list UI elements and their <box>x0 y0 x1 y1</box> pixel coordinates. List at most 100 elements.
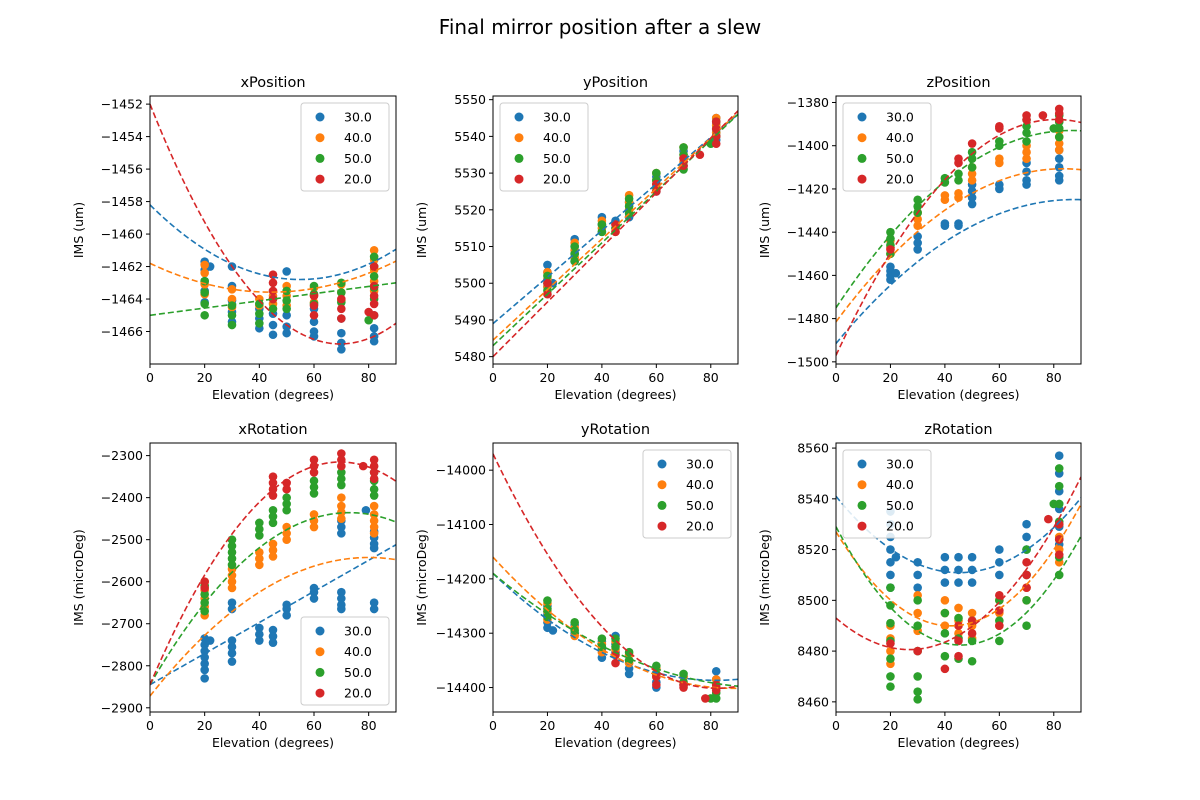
x-axis-label: Elevation (degrees) <box>212 735 334 750</box>
point-30.0-17 <box>268 625 278 635</box>
axes-frame <box>835 442 1082 713</box>
point-40.0-7 <box>940 195 950 205</box>
x-tick-label: 40 <box>251 718 267 733</box>
point-30.0-23 <box>1022 519 1031 529</box>
point-50.0-30 <box>1054 464 1064 473</box>
point-50.0-7 <box>611 634 620 643</box>
point-40.0-2 <box>886 646 895 656</box>
point-30.0-19 <box>967 578 977 587</box>
point-50.0-24 <box>995 636 1004 646</box>
point-40.0-20 <box>309 522 319 532</box>
point-30.0-3 <box>200 653 209 662</box>
legend-marker-50.0 <box>315 667 325 677</box>
legend-label-50.0: 50.0 <box>543 151 571 166</box>
point-40.0-28 <box>369 522 379 532</box>
point-20.0-3 <box>967 139 977 148</box>
legend-label-40.0: 40.0 <box>344 644 372 659</box>
legend-marker-30.0 <box>857 459 867 469</box>
point-30.0-9 <box>940 221 950 230</box>
point-20.0-3 <box>268 294 278 304</box>
point-50.0-9 <box>255 518 264 528</box>
point-30.0-18 <box>967 565 977 575</box>
subplot-title: yRotation <box>581 422 650 438</box>
point-20.0-13 <box>1022 583 1031 592</box>
point-30.0-13 <box>940 578 950 587</box>
subplot-yRotation: yRotation 0 20 40 60 80 −14400 −14300 −14200 −141… <box>414 422 739 750</box>
point-30.0-13 <box>227 604 237 614</box>
legend-label-50.0: 50.0 <box>344 665 372 680</box>
point-30.0-19 <box>282 322 291 331</box>
y-axis-label: IMS (um) <box>71 202 86 258</box>
fit-line-50.0 <box>493 572 738 688</box>
legend-label-50.0: 50.0 <box>886 498 914 513</box>
point-50.0-14 <box>268 518 278 528</box>
point-20.0-15 <box>369 310 379 320</box>
point-30.0-7 <box>891 552 901 562</box>
point-50.0-17 <box>1022 121 1031 131</box>
point-30.0-25 <box>309 594 319 603</box>
y-tick-label: −1462 <box>101 259 143 274</box>
point-20.0-7 <box>967 629 977 638</box>
point-50.0-24 <box>1054 132 1064 142</box>
y-tick-label: 8500 <box>797 593 829 608</box>
legend-marker-40.0 <box>857 133 867 143</box>
y-tick-label: 5530 <box>454 166 486 181</box>
fit-line-40.0 <box>493 111 738 341</box>
legend-label-30.0: 30.0 <box>686 457 714 472</box>
point-50.0-1 <box>886 601 895 610</box>
point-20.0-6 <box>309 310 319 320</box>
point-50.0-6 <box>227 320 237 330</box>
y-tick-label: −14300 <box>436 626 486 641</box>
x-tick-label: 80 <box>1046 718 1062 733</box>
point-40.0-8 <box>227 583 237 593</box>
point-20.0-13 <box>337 461 346 471</box>
fit-line-50.0 <box>150 511 396 686</box>
legend-box <box>842 102 932 192</box>
point-20.0-3 <box>611 227 620 237</box>
legend: 30.0 40.0 50.0 20.0 <box>642 449 732 539</box>
subplot-title: yPosition <box>583 75 648 91</box>
point-30.0-4 <box>548 626 558 635</box>
point-30.0-30 <box>369 323 379 333</box>
y-tick-label: −14200 <box>436 571 486 586</box>
legend-label-20.0: 20.0 <box>344 172 372 187</box>
y-axis-label: IMS (microDeg) <box>414 529 429 625</box>
x-tick-label: 60 <box>648 718 664 733</box>
plot-area <box>150 449 396 697</box>
point-20.0-10 <box>995 621 1004 631</box>
point-30.0-15 <box>967 199 977 209</box>
legend-box <box>499 102 589 192</box>
point-50.0-24 <box>369 271 379 281</box>
point-50.0-2 <box>200 299 209 309</box>
point-30.0-27 <box>337 338 346 348</box>
fit-line-30.0 <box>836 198 1081 344</box>
fit-line-50.0 <box>150 282 396 317</box>
point-40.0-1 <box>200 268 209 278</box>
x-tick-label: 80 <box>361 370 377 385</box>
point-50.0-23 <box>337 480 346 490</box>
x-tick-label: 60 <box>991 370 1007 385</box>
point-20.0-10 <box>309 468 319 477</box>
x-tick-label: 60 <box>306 370 322 385</box>
x-tick-label: 20 <box>882 718 898 733</box>
point-20.0-1 <box>200 583 209 593</box>
point-30.0-15 <box>624 669 634 679</box>
point-30.0-32 <box>337 529 346 538</box>
point-50.0-11 <box>255 531 264 540</box>
point-50.0-18 <box>711 694 721 703</box>
y-tick-label: −1460 <box>101 227 143 242</box>
y-tick-label: −1460 <box>787 268 829 283</box>
point-30.0-18 <box>268 632 278 641</box>
legend-label-20.0: 20.0 <box>686 519 714 534</box>
plot-area <box>150 103 396 354</box>
y-tick-label: −2500 <box>101 532 143 547</box>
point-30.0-5 <box>886 570 895 580</box>
point-50.0-13 <box>940 608 950 618</box>
y-tick-label: −1380 <box>787 95 829 110</box>
x-tick-label: 0 <box>489 718 497 733</box>
point-40.0-14 <box>268 552 278 561</box>
y-tick-label: −1458 <box>101 194 143 209</box>
point-50.0-27 <box>1022 596 1031 605</box>
point-30.0-3 <box>886 275 895 285</box>
